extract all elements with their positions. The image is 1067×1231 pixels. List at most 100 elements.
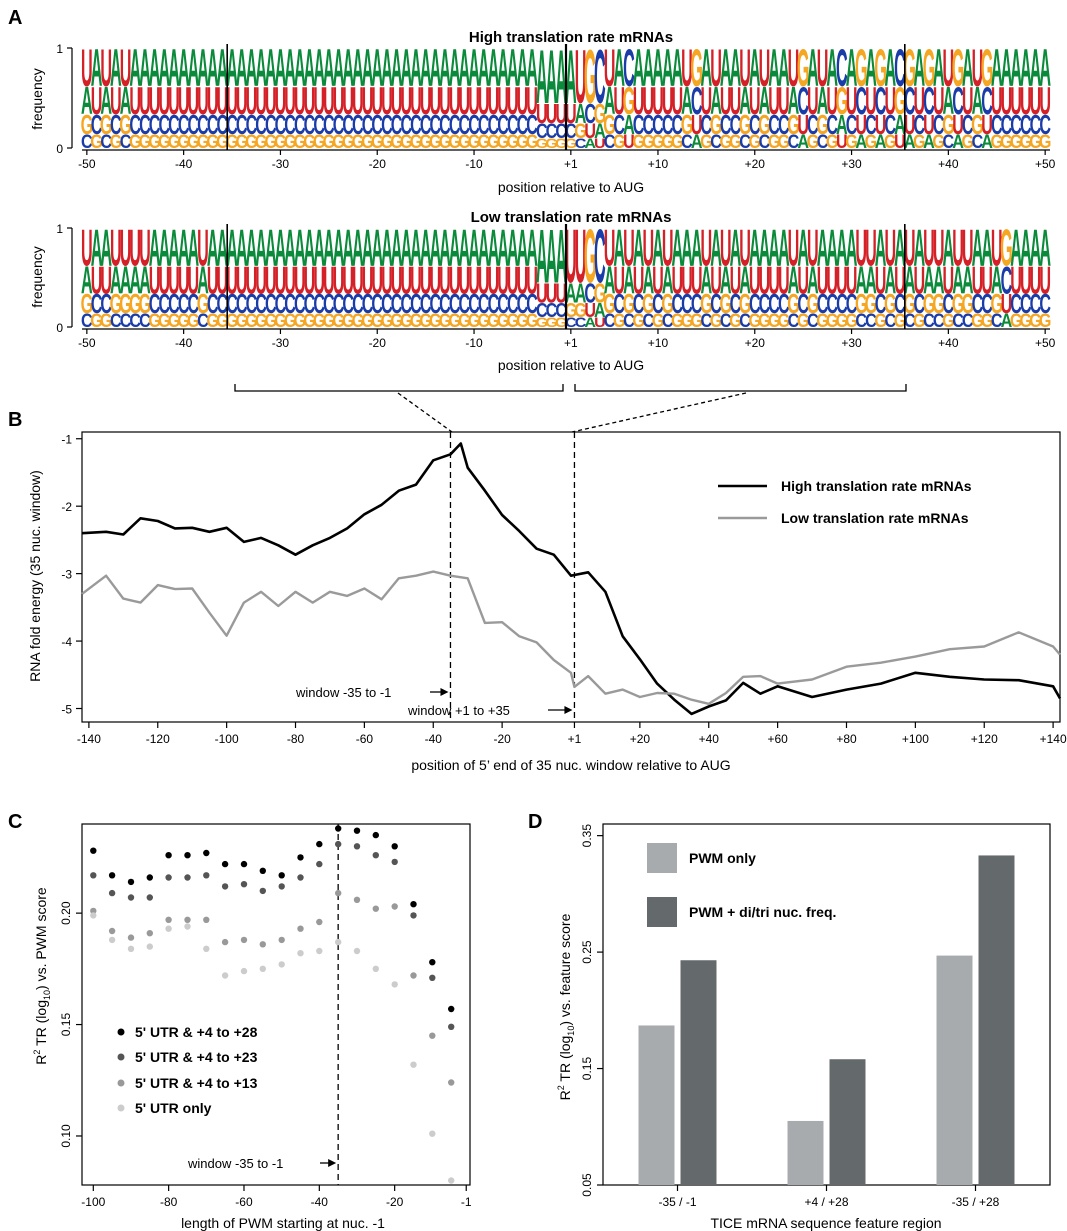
- logo-letter-U: U: [972, 40, 984, 98]
- panel-c-x-tick-label: -40: [311, 1195, 329, 1209]
- logo-letter-G: G: [439, 310, 452, 332]
- logo-letter-A: A: [826, 40, 838, 98]
- logo-letter-G: G: [477, 310, 490, 332]
- logo-letter-C: C: [681, 289, 693, 320]
- logo-letter-G: G: [555, 136, 568, 152]
- logo-letter-U: U: [759, 259, 771, 302]
- logo-letter-U: U: [662, 220, 674, 278]
- logo-letter-G: G: [168, 310, 181, 332]
- logo-letter-U: U: [1020, 259, 1032, 302]
- scatter-point: [353, 827, 361, 834]
- logo-letter-G: G: [100, 108, 113, 140]
- arrow-c-window-head: [328, 1159, 337, 1167]
- logo-letter-U: U: [526, 80, 538, 123]
- logo-letter-C: C: [671, 289, 683, 320]
- scatter-point: [391, 858, 398, 866]
- logo-letter-A: A: [855, 131, 867, 153]
- logo-letter-A: A: [633, 220, 645, 278]
- logo-letter-G: G: [565, 298, 578, 321]
- panel-b-x-tick-label: -60: [356, 732, 374, 746]
- legend-swatch-pwm-di: [647, 897, 677, 927]
- logo-letter-G: G: [410, 131, 423, 153]
- logo-letter-C: C: [797, 289, 809, 320]
- logo-letter-G: G: [313, 310, 326, 332]
- panel-d-y-tick-label: 0.25: [580, 940, 594, 964]
- panel-c-frame: [81, 823, 471, 1186]
- scatter-point: [278, 872, 285, 879]
- scatter-point: [184, 852, 191, 859]
- panel-b-x-tick-label: -100: [215, 732, 239, 746]
- logo-letter-U: U: [807, 220, 819, 278]
- logo-letter-U: U: [768, 259, 780, 302]
- logo-letter-G: G: [990, 289, 1003, 320]
- scatter-point: [221, 972, 229, 979]
- scatter-point: [448, 1005, 455, 1013]
- logo-letter-U: U: [323, 80, 335, 123]
- logo-letter-U: U: [226, 259, 238, 302]
- logo-letter-U: U: [1039, 80, 1051, 123]
- logo-letter-A: A: [972, 220, 984, 278]
- scatter-point: [335, 840, 342, 848]
- logo-letter-G: G: [497, 310, 510, 332]
- logo-letter-C: C: [158, 289, 170, 320]
- logo-x-tick-label: +50: [1035, 157, 1056, 171]
- panel-b-x-tick-label: +60: [767, 732, 788, 746]
- scatter-point: [448, 1079, 455, 1086]
- logo-letter-A: A: [129, 40, 141, 98]
- logo-letter-U: U: [691, 108, 703, 140]
- logo-letter-G: G: [187, 310, 200, 332]
- logo-letter-A: A: [449, 40, 461, 98]
- logo-letter-G: G: [255, 131, 268, 153]
- logo-letter-G: G: [671, 131, 684, 153]
- logo-letter-G: G: [439, 131, 452, 153]
- logo-letter-A: A: [846, 220, 858, 278]
- scatter-point: [316, 840, 323, 848]
- scatter-point: [353, 947, 361, 955]
- logo-letter-A: A: [497, 220, 509, 278]
- scatter-point: [448, 1177, 455, 1184]
- logo-letter-C: C: [149, 289, 161, 320]
- logo-letter-G: G: [1029, 310, 1042, 332]
- logo-letter-A: A: [197, 40, 209, 98]
- logo-letter-A: A: [894, 108, 906, 140]
- logo-y-tick-label: 1: [56, 42, 63, 56]
- logo-letter-G: G: [865, 131, 878, 153]
- logo-letter-U: U: [952, 220, 964, 278]
- logo-letter-A: A: [381, 40, 393, 98]
- logo-letter-G: G: [468, 310, 481, 332]
- logo-letter-A: A: [671, 40, 683, 98]
- logo-letter-A: A: [923, 131, 935, 153]
- scatter-point: [316, 947, 323, 955]
- logo-letter-G: G: [197, 131, 210, 153]
- logo-letter-U: U: [217, 259, 229, 302]
- logo-letter-C: C: [236, 289, 248, 320]
- logo-letter-U: U: [197, 220, 209, 278]
- scatter-point: [297, 874, 304, 881]
- logo-letter-C: C: [517, 108, 529, 140]
- logo-letter-C: C: [875, 80, 887, 123]
- logo-letter-C: C: [759, 289, 771, 320]
- logo-x-tick-label: -40: [175, 336, 193, 350]
- logo-letter-U: U: [720, 220, 732, 278]
- logo-letter-U: U: [197, 80, 209, 123]
- logo-letter-G: G: [274, 131, 287, 153]
- logo-letter-C: C: [129, 310, 141, 332]
- scatter-point: [429, 974, 436, 981]
- logo-letter-U: U: [255, 80, 267, 123]
- logo-letter-C: C: [313, 289, 325, 320]
- logo-letter-G: G: [758, 108, 771, 140]
- panel-b-y-tick-label: -1: [61, 433, 72, 447]
- logo-letter-U: U: [749, 259, 761, 302]
- scatter-point: [146, 930, 153, 937]
- logo-letter-G: G: [807, 289, 820, 320]
- logo-letter-C: C: [429, 108, 441, 140]
- logo-letter-U: U: [91, 80, 103, 123]
- logo-letter-U: U: [739, 220, 751, 278]
- logo-letter-C: C: [507, 108, 519, 140]
- logo-letter-U: U: [943, 259, 955, 302]
- logo-letter-C: C: [333, 108, 345, 140]
- logo-letter-A: A: [497, 40, 509, 98]
- logo-letter-G: G: [187, 131, 200, 153]
- scatter-point: [297, 854, 304, 861]
- logo-letter-U: U: [139, 220, 151, 278]
